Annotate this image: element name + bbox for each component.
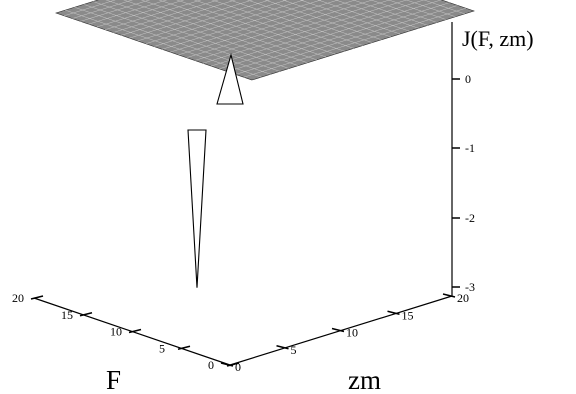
z-axis-title: J(F, zm) [462,26,534,51]
f-tick [30,295,44,300]
mesh-line-zm [264,0,382,40]
zm-axis-title: zm [348,365,381,394]
f-tick-label: 10 [110,325,122,339]
mesh-line-f [153,0,305,47]
mesh-line-zm [405,0,456,17]
trough-spike [187,129,207,288]
f-tick [79,312,93,317]
mesh-line-zm [423,0,465,15]
mesh-line-f [129,0,254,39]
zm-tick [442,293,456,298]
spike-layer [187,52,244,288]
mesh-line-f [88,0,168,25]
mesh-line-f [113,0,219,33]
mesh-line-f [72,0,133,19]
zm-tick-label: 20 [457,291,469,305]
mesh-line-zm [246,0,373,43]
mesh-line-zm [370,0,438,23]
f-tick-label: 15 [61,308,73,322]
mesh-line-f [96,0,185,28]
mesh-line-f [137,0,271,42]
f-tick [226,362,240,367]
mesh-line-f [121,0,236,36]
z-tick-label: 0 [465,72,471,86]
z-tick-label: -1 [465,141,475,155]
f-tick-label: 0 [208,358,214,372]
f-tick-label: 5 [159,341,165,355]
zm-tick-label: 15 [402,308,414,322]
f-tick-label: 20 [12,291,24,305]
zm-tick [387,310,400,315]
ticks-layer: 0 5 10 15 20 0 5 10 15 20 0 -1 -2 -3 [12,72,475,374]
zm-tick-label: 0 [235,360,241,374]
f-tick [128,328,142,334]
mesh-line-f [64,0,116,17]
mesh-line-zm [388,0,447,20]
mesh-line-f [104,0,202,30]
zm-tick [331,327,345,333]
mesh-line-zm [282,0,391,38]
z-tick-label: -3 [465,280,475,294]
f-tick [177,345,191,350]
mesh-line-zm [335,0,419,29]
mesh-line-zm [299,0,401,35]
zm-tick-label: 5 [291,343,297,357]
mesh-line-zm [317,0,410,32]
mesh-line-f [80,0,151,22]
surface-layer [55,0,475,81]
zm-tick [276,345,289,350]
mesh-line-zm [352,0,428,26]
peak-spike [216,52,244,105]
zm-tick-label: 10 [346,326,358,340]
mesh-line-f [145,0,288,44]
z-tick-label: -2 [465,211,475,225]
f-axis-title: F [106,365,121,394]
